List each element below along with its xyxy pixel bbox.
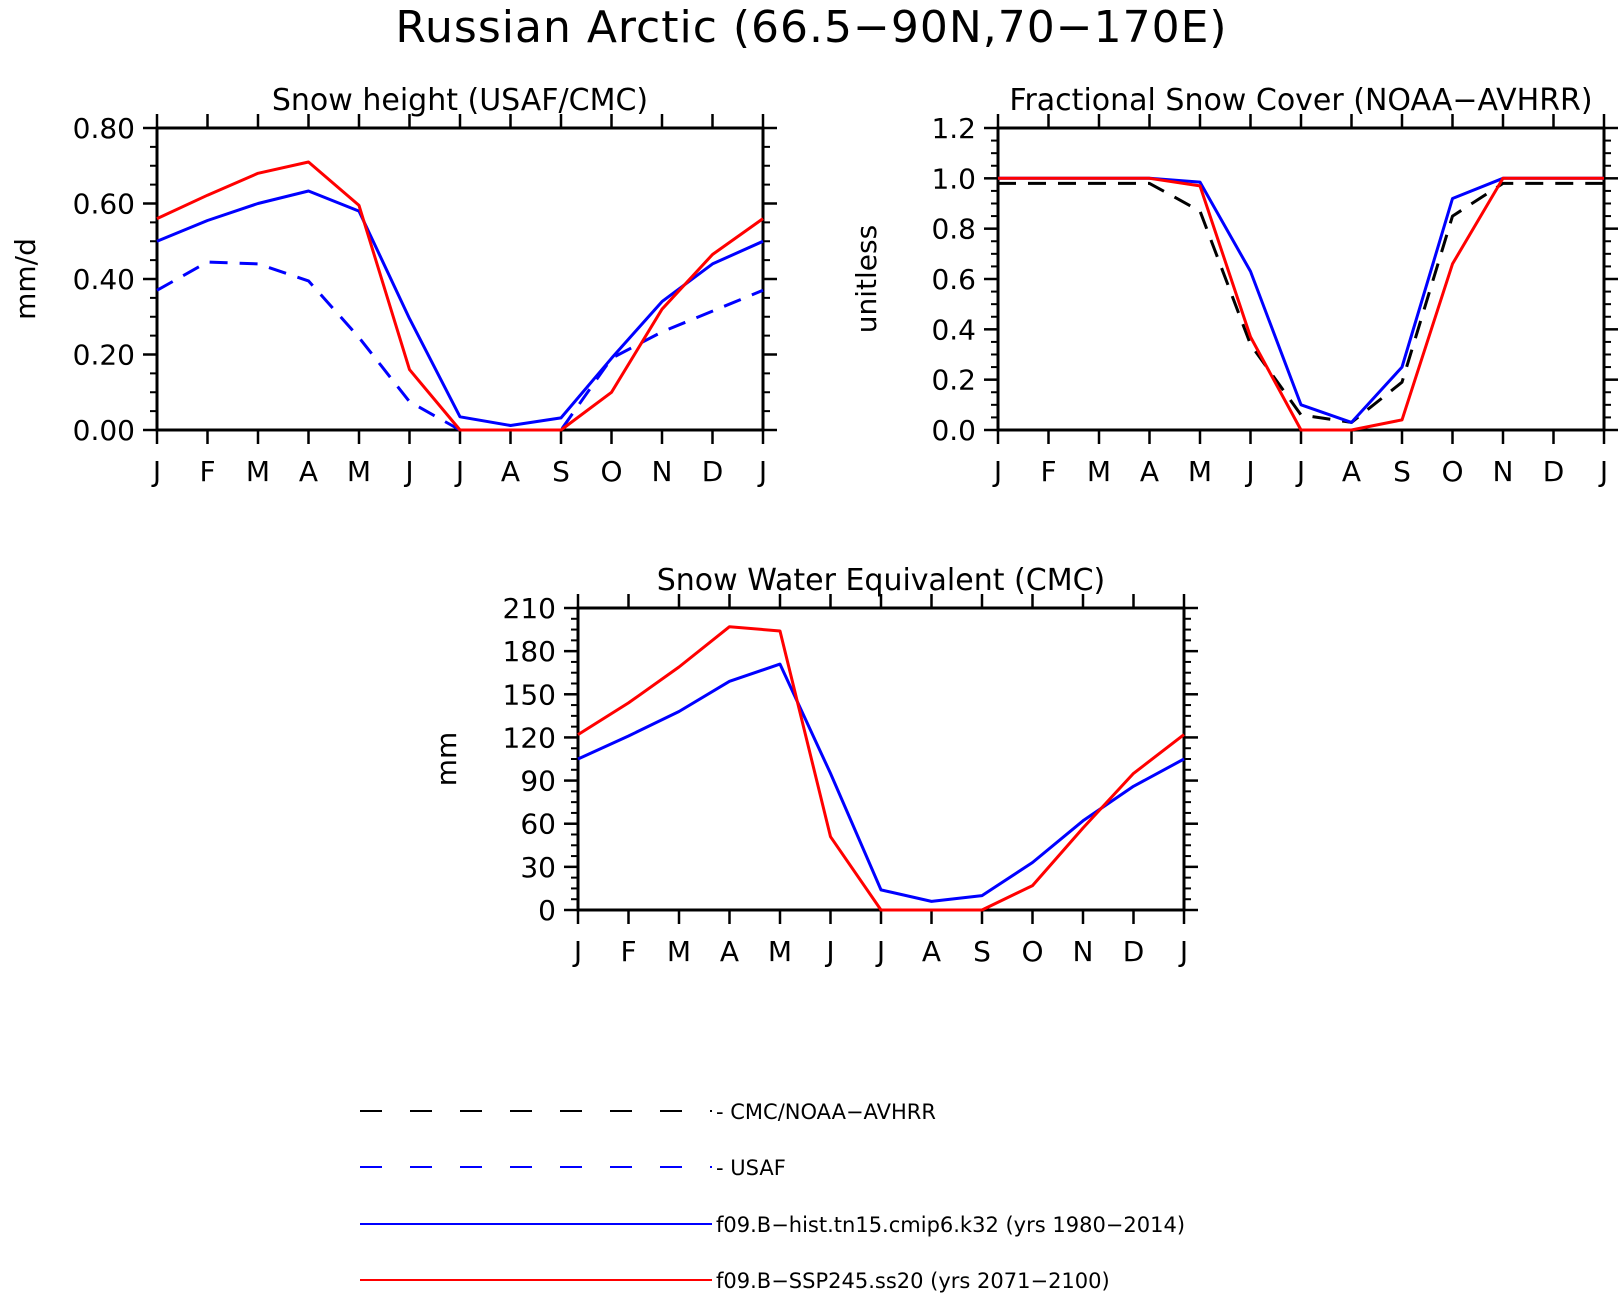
figure-title: Russian Arctic (66.5−90N,70−170E): [395, 2, 1228, 53]
y-tick-label: 0.60: [73, 188, 135, 221]
x-tick-label: J: [572, 935, 582, 968]
y-tick-label: 30: [520, 851, 556, 884]
x-tick-label: J: [1295, 455, 1305, 488]
series-line: [577, 662, 1185, 903]
y-tick-label: 0.0: [931, 414, 976, 447]
x-tick-label: J: [875, 935, 885, 968]
y-tick-label: 180: [503, 635, 556, 668]
y-tick-label: 1.0: [931, 162, 976, 195]
y-tick-label: 0: [538, 894, 556, 927]
x-tick-label: N: [1493, 455, 1514, 488]
legend-label: f09.B−SSP245.ss20 (yrs 2071−2100): [716, 1269, 1110, 1293]
panel-snow-water-equivalent: Snow Water Equivalent (CMC)J F M A M J J A S O N D J…: [430, 563, 1198, 968]
series-line: [156, 260, 764, 432]
legend-label: - USAF: [716, 1156, 786, 1180]
y-tick-label: 0.8: [931, 213, 976, 246]
plot-frame: [576, 606, 1186, 912]
x-tick-label: J: [1178, 935, 1188, 968]
x-tick-label: J: [1244, 455, 1254, 488]
y-tick-label: 90: [520, 765, 556, 798]
x-tick-label: J: [151, 455, 161, 488]
y-tick-label: 210: [503, 592, 556, 625]
x-tick-label: J: [992, 455, 1002, 488]
panel-title: Snow Water Equivalent (CMC): [657, 563, 1105, 598]
y-tick-label: 120: [503, 721, 556, 754]
x-tick-label: J: [403, 455, 413, 488]
x-tick-label: M: [1087, 455, 1111, 488]
y-tick-label: 60: [520, 808, 556, 841]
y-tick-label: 0.20: [73, 339, 135, 372]
panel-title: Snow height (USAF/CMC): [272, 83, 648, 118]
x-tick-label: S: [1393, 455, 1411, 488]
x-tick-label: J: [824, 935, 834, 968]
y-tick-label: 1.2: [931, 112, 976, 145]
plot-frame: [155, 126, 765, 432]
x-tick-label: D: [702, 455, 724, 488]
y-axis-label: mm/d: [9, 238, 42, 320]
series-line: [156, 189, 764, 427]
y-tick-label: 0.2: [931, 364, 976, 397]
x-tick-label: N: [652, 455, 673, 488]
series-line: [998, 181, 1604, 424]
x-tick-label: A: [922, 935, 941, 968]
panel-snow-height: Snow height (USAF/CMC)J F M A M J J A S O N D J0.000…: [9, 83, 777, 488]
y-axis-label: mm: [430, 732, 463, 787]
x-tick-label: O: [1441, 455, 1463, 488]
series-line: [577, 625, 1185, 912]
y-tick-label: 0.4: [931, 313, 976, 346]
x-tick-label: O: [600, 455, 622, 488]
x-tick-label: D: [1543, 455, 1565, 488]
y-tick-label: 0.00: [73, 414, 135, 447]
plot-frame: [996, 126, 1606, 432]
panel-fractional-snow-cover: Fractional Snow Cover (NOAA−AVHRR)J F M A M J…: [850, 83, 1618, 488]
y-tick-label: 150: [503, 678, 556, 711]
x-tick-label: A: [720, 935, 739, 968]
x-tick-label: J: [454, 455, 464, 488]
x-tick-label: A: [1342, 455, 1361, 488]
x-tick-label: J: [757, 455, 767, 488]
series-line: [156, 160, 764, 432]
x-tick-label: D: [1123, 935, 1145, 968]
y-axis-label: unitless: [850, 225, 883, 333]
x-tick-label: F: [1040, 455, 1056, 488]
x-tick-label: F: [199, 455, 215, 488]
legend: - CMC/NOAA−AVHRR - USAF f09.B−hist.tn15.cm…: [360, 1100, 1185, 1293]
y-tick-label: 0.6: [931, 263, 976, 296]
x-tick-label: M: [768, 935, 792, 968]
legend-label: f09.B−hist.tn15.cmip6.k32 (yrs 1980−2014…: [716, 1213, 1185, 1237]
x-tick-label: S: [552, 455, 570, 488]
x-tick-label: M: [1188, 455, 1212, 488]
y-tick-label: 0.80: [73, 112, 135, 145]
x-tick-label: A: [299, 455, 318, 488]
y-tick-label: 0.40: [73, 263, 135, 296]
x-tick-label: F: [620, 935, 636, 968]
x-tick-label: M: [667, 935, 691, 968]
x-tick-label: S: [973, 935, 991, 968]
x-tick-label: M: [246, 455, 270, 488]
series-line: [998, 176, 1604, 432]
x-tick-label: N: [1073, 935, 1094, 968]
x-tick-label: A: [501, 455, 520, 488]
series-line: [998, 176, 1604, 424]
x-tick-label: A: [1140, 455, 1159, 488]
x-tick-label: M: [347, 455, 371, 488]
x-tick-label: J: [1598, 455, 1608, 488]
legend-label: - CMC/NOAA−AVHRR: [716, 1100, 936, 1124]
x-tick-label: O: [1021, 935, 1043, 968]
panel-title: Fractional Snow Cover (NOAA−AVHRR): [1009, 83, 1592, 118]
